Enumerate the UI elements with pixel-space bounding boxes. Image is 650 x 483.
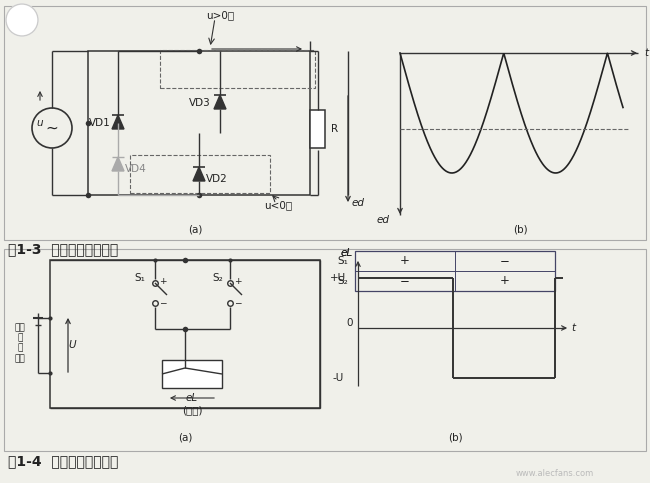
Text: VD2: VD2 (206, 174, 228, 184)
Bar (130, 155, 270, 193)
Text: ed: ed (352, 198, 365, 208)
Polygon shape (193, 167, 205, 181)
Text: (b): (b) (513, 225, 527, 235)
Text: (b): (b) (448, 433, 462, 443)
Text: -U: -U (332, 373, 344, 383)
Text: u: u (36, 118, 44, 128)
Text: +: + (159, 276, 167, 285)
Text: eL: eL (341, 248, 353, 258)
Bar (4, 249, 646, 451)
Text: (负荷): (负荷) (182, 405, 202, 415)
Circle shape (6, 4, 38, 36)
Text: （直
流
电
源）: （直 流 电 源） (14, 323, 25, 363)
Text: u<0时: u<0时 (264, 200, 292, 210)
Bar (4, 6, 646, 240)
Text: www.alecfans.com: www.alecfans.com (516, 469, 594, 478)
Text: R: R (332, 124, 339, 134)
Bar (160, 50, 315, 88)
Text: ~: ~ (46, 120, 58, 136)
Text: +: + (24, 11, 32, 21)
Text: t: t (571, 323, 575, 333)
Text: −: − (500, 255, 510, 268)
Text: 图1-4  逆变器电路和原理: 图1-4 逆变器电路和原理 (8, 454, 118, 468)
Text: S₂: S₂ (213, 273, 224, 283)
Bar (355, 251, 555, 291)
Text: eL: eL (186, 393, 198, 403)
Text: C: C (17, 13, 27, 27)
Text: ed: ed (377, 215, 390, 225)
Text: +: + (400, 255, 410, 268)
Text: −: − (159, 298, 167, 308)
Text: +U: +U (330, 273, 346, 283)
Text: S₁: S₁ (337, 256, 348, 266)
Polygon shape (214, 95, 226, 109)
Text: U: U (68, 340, 76, 350)
Text: −: − (234, 298, 242, 308)
Bar (310, 110, 325, 148)
Text: 0: 0 (346, 318, 353, 328)
Polygon shape (112, 115, 124, 129)
Text: VD1: VD1 (89, 118, 111, 128)
Bar (50, 260, 320, 408)
Bar (162, 360, 222, 388)
Text: (a): (a) (188, 225, 202, 235)
Text: u>0时: u>0时 (206, 10, 234, 20)
Bar (88, 51, 310, 195)
Text: eL: eL (341, 248, 353, 258)
Text: −: − (400, 274, 410, 287)
Text: VD4: VD4 (125, 164, 147, 174)
Text: +: + (500, 274, 510, 287)
Polygon shape (112, 157, 124, 171)
Text: S₁: S₁ (135, 273, 146, 283)
Text: +: + (234, 276, 242, 285)
Text: 图1-3  单相桥式整流电路: 图1-3 单相桥式整流电路 (8, 242, 118, 256)
Text: t: t (644, 48, 648, 58)
Text: VD3: VD3 (189, 98, 211, 108)
Text: (a): (a) (178, 433, 192, 443)
Text: S₂: S₂ (337, 276, 348, 286)
